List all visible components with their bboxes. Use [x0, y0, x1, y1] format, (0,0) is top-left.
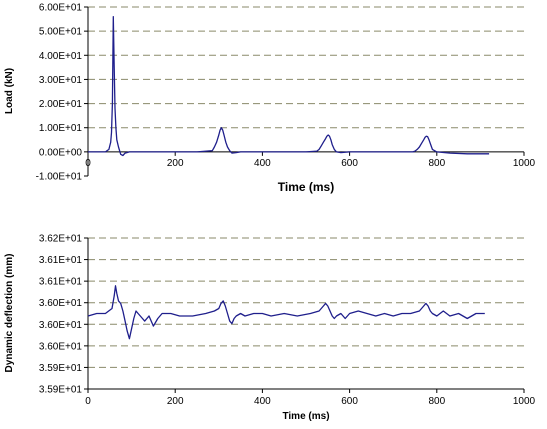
y-tick-label: 2.00E+01	[39, 99, 83, 110]
deflection-chart: 3.59E+01 3.59E+01 3.60E+01 3.60E+01 3.60E+01…	[4, 234, 536, 423]
y-tick-label: 6.00E+01	[39, 3, 83, 14]
series-line	[87, 285, 485, 340]
x-tick-label: 1000	[513, 396, 536, 407]
y-tick-label: 0.00E+00	[39, 147, 83, 158]
x-tick-label: 800	[428, 158, 445, 169]
series-line	[88, 16, 490, 157]
x-tick-label: 400	[254, 396, 271, 407]
y-tick-label: 3.62E+01	[39, 234, 83, 245]
y-tick-label: 3.60E+01	[39, 320, 83, 331]
y-tick-label: -1.00E+01	[36, 172, 83, 183]
x-tick-label: 200	[167, 396, 184, 407]
y-tick-label: 4.00E+01	[39, 51, 83, 62]
y-tick-label: 1.00E+01	[39, 123, 83, 134]
y-tick-label: 3.59E+01	[39, 385, 83, 396]
load-chart: -1.00E+01 0.00E+00 1.00E+01 2.00E+01 3.00E+0…	[4, 3, 536, 195]
x-tick-label: 800	[428, 396, 445, 407]
x-tick-label: 200	[167, 158, 184, 169]
x-tick-label: 0	[85, 158, 91, 169]
x-tick-label: 0	[85, 396, 91, 407]
y-tick-label: 3.00E+01	[39, 75, 83, 86]
y-tick-label: 5.00E+01	[39, 27, 83, 38]
x-tick-label: 400	[254, 158, 271, 169]
x-tick-label: 600	[341, 396, 358, 407]
y-tick-label: 3.61E+01	[39, 255, 83, 266]
y-tick-label: 3.61E+01	[39, 277, 83, 288]
x-axis-label: Time (ms)	[282, 411, 329, 422]
x-axis-label: Time (ms)	[278, 180, 334, 194]
x-tick-label: 1000	[513, 158, 536, 169]
y-axis-label: Dynamic deflection (mm)	[4, 254, 15, 373]
x-tick-label: 600	[341, 158, 358, 169]
y-tick-label: 3.60E+01	[39, 298, 83, 309]
y-axis-label: Load (kN)	[4, 68, 15, 114]
y-tick-label: 3.60E+01	[39, 341, 83, 352]
y-tick-label: 3.59E+01	[39, 363, 83, 374]
